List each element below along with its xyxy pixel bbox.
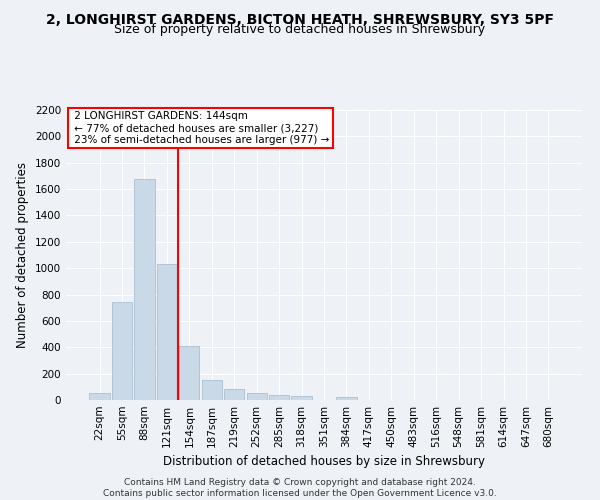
Bar — [337, 396, 356, 400]
Bar — [89, 393, 110, 400]
Bar — [157, 264, 177, 400]
X-axis label: Distribution of detached houses by size in Shrewsbury: Distribution of detached houses by size … — [163, 456, 485, 468]
Y-axis label: Number of detached properties: Number of detached properties — [16, 162, 29, 348]
Bar — [292, 396, 311, 400]
Bar — [112, 302, 132, 400]
Bar — [179, 346, 199, 400]
Text: 2, LONGHIRST GARDENS, BICTON HEATH, SHREWSBURY, SY3 5PF: 2, LONGHIRST GARDENS, BICTON HEATH, SHRE… — [46, 12, 554, 26]
Bar — [269, 394, 289, 400]
Bar — [202, 380, 222, 400]
Bar — [224, 389, 244, 400]
Text: 2 LONGHIRST GARDENS: 144sqm
 ← 77% of detached houses are smaller (3,227)
 23% o: 2 LONGHIRST GARDENS: 144sqm ← 77% of det… — [71, 112, 329, 144]
Text: Contains HM Land Registry data © Crown copyright and database right 2024.
Contai: Contains HM Land Registry data © Crown c… — [103, 478, 497, 498]
Text: Size of property relative to detached houses in Shrewsbury: Size of property relative to detached ho… — [115, 22, 485, 36]
Bar — [247, 394, 267, 400]
Bar — [134, 179, 155, 400]
